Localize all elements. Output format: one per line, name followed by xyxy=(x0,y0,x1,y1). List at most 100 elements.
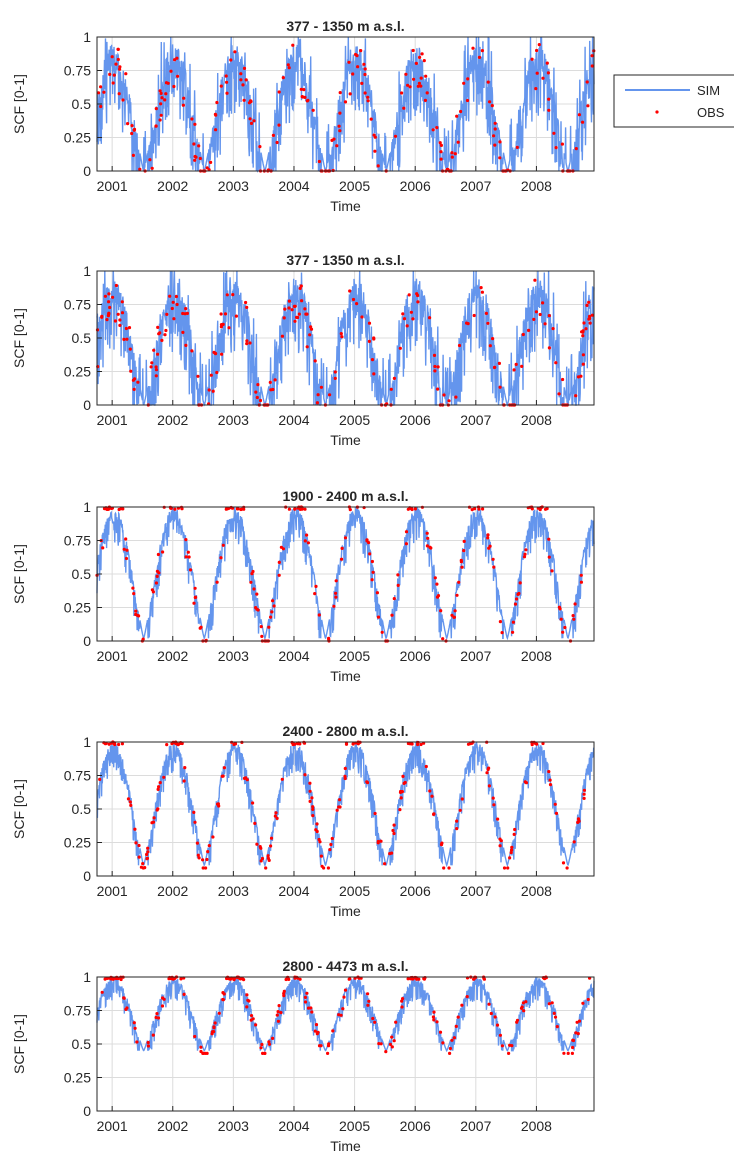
obs-point xyxy=(408,742,412,746)
obs-point xyxy=(221,991,225,995)
obs-point xyxy=(472,977,476,981)
obs-point xyxy=(121,98,125,102)
obs-point xyxy=(450,1038,454,1042)
obs-point xyxy=(319,854,323,858)
obs-point xyxy=(252,119,256,123)
obs-point xyxy=(390,1045,394,1049)
obs-point xyxy=(459,109,463,114)
obs-point xyxy=(99,85,103,89)
obs-point xyxy=(318,840,322,844)
obs-point xyxy=(436,365,440,369)
obs-point xyxy=(184,538,188,542)
obs-point xyxy=(197,144,201,148)
obs-point xyxy=(213,112,217,116)
obs-point xyxy=(587,300,591,304)
obs-point xyxy=(577,1019,582,1023)
obs-point xyxy=(334,595,338,599)
y-tick-label: 0.75 xyxy=(64,63,91,79)
obs-point xyxy=(487,766,491,770)
obs-point xyxy=(439,150,443,154)
obs-point xyxy=(154,124,158,128)
y-axis-label: SCF [0-1] xyxy=(11,779,27,839)
obs-point xyxy=(241,83,245,87)
obs-point xyxy=(388,1042,392,1046)
obs-point xyxy=(287,306,291,310)
obs-point xyxy=(251,801,255,805)
obs-point xyxy=(479,286,483,290)
obs-point xyxy=(571,614,575,618)
obs-point xyxy=(221,543,225,547)
obs-point xyxy=(116,57,120,62)
obs-point xyxy=(108,72,112,76)
obs-point xyxy=(282,989,286,994)
obs-point xyxy=(190,349,194,353)
obs-point xyxy=(419,742,423,747)
obs-point xyxy=(150,166,154,170)
obs-point xyxy=(379,1042,383,1046)
obs-point xyxy=(370,578,374,582)
obs-point xyxy=(508,1043,512,1047)
obs-point xyxy=(411,48,415,53)
x-tick-label: 2007 xyxy=(460,883,491,899)
obs-point xyxy=(118,323,122,327)
obs-point xyxy=(259,1046,263,1050)
obs-point xyxy=(553,802,557,806)
obs-point xyxy=(333,370,337,374)
obs-point xyxy=(280,334,284,338)
obs-point xyxy=(439,843,444,847)
obs-point xyxy=(424,764,428,769)
obs-point xyxy=(269,615,273,619)
y-tick-label: 0.5 xyxy=(72,566,92,582)
obs-point xyxy=(370,559,374,564)
obs-point xyxy=(184,307,188,311)
obs-point xyxy=(328,848,332,852)
obs-point xyxy=(360,315,364,319)
obs-point xyxy=(450,155,454,159)
obs-point xyxy=(433,576,437,580)
obs-point xyxy=(404,542,408,546)
obs-point xyxy=(588,316,592,321)
obs-point xyxy=(521,1001,526,1005)
obs-point xyxy=(143,866,147,870)
obs-point xyxy=(271,1036,275,1040)
obs-point xyxy=(290,308,294,312)
obs-point xyxy=(406,83,410,87)
obs-point xyxy=(173,507,177,511)
obs-point xyxy=(159,102,163,106)
y-axis-label: SCF [0-1] xyxy=(11,74,27,134)
obs-point xyxy=(347,60,351,64)
obs-point xyxy=(173,58,177,62)
obs-point xyxy=(586,997,590,1002)
obs-point xyxy=(375,591,379,595)
obs-point xyxy=(334,579,338,583)
obs-point xyxy=(537,43,541,47)
y-tick-label: 1 xyxy=(83,734,91,750)
obs-point xyxy=(367,999,371,1003)
obs-point xyxy=(293,304,297,308)
x-tick-label: 2008 xyxy=(521,178,552,194)
obs-point xyxy=(108,305,112,310)
obs-point xyxy=(535,742,539,746)
obs-point xyxy=(448,1051,452,1055)
obs-point xyxy=(448,1046,452,1051)
obs-point xyxy=(135,613,139,617)
obs-point xyxy=(422,977,426,981)
obs-point xyxy=(311,814,315,818)
obs-point xyxy=(184,555,188,559)
obs-point xyxy=(211,389,215,393)
obs-point xyxy=(303,539,307,543)
obs-point xyxy=(127,326,132,330)
obs-point xyxy=(590,313,595,317)
obs-point xyxy=(114,283,118,288)
obs-point xyxy=(298,286,302,290)
obs-point xyxy=(316,393,320,397)
obs-point xyxy=(215,580,219,584)
y-axis-label: SCF [0-1] xyxy=(11,308,27,368)
y-tick-label: 1 xyxy=(83,263,91,279)
obs-point xyxy=(399,796,403,800)
obs-point xyxy=(460,797,464,801)
obs-point xyxy=(122,337,126,341)
obs-point xyxy=(158,118,162,122)
obs-point xyxy=(305,345,309,349)
obs-point xyxy=(114,62,118,66)
